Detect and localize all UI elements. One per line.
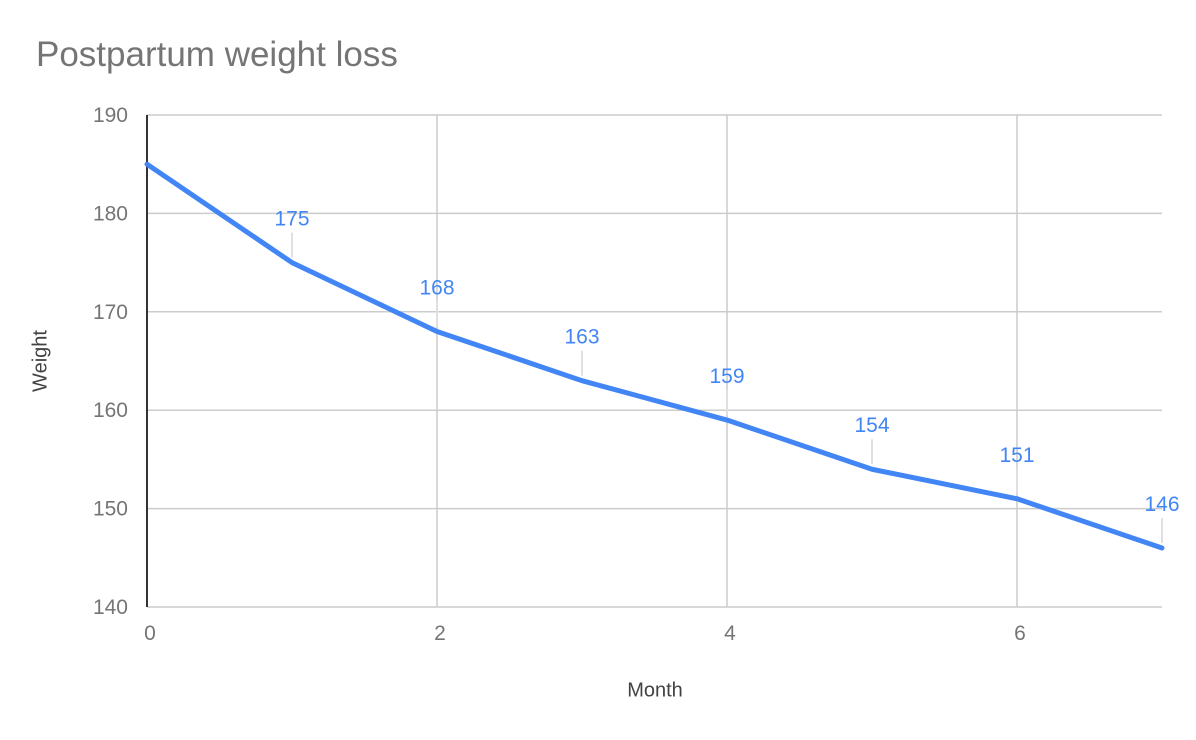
x-tick-label: 6	[1014, 622, 1026, 645]
y-tick-label: 190	[93, 104, 128, 127]
data-label: 175	[274, 208, 309, 231]
y-tick-label: 150	[93, 498, 128, 521]
chart-title: Postpartum weight loss	[36, 35, 398, 74]
data-label: 168	[419, 276, 454, 299]
x-tick-label: 0	[144, 622, 156, 645]
y-tick-label: 170	[93, 301, 128, 324]
data-label: 154	[854, 414, 889, 437]
y-tick-label: 140	[93, 596, 128, 619]
series-line	[144, 161, 1165, 551]
data-label: 159	[709, 365, 744, 388]
y-tick-label: 160	[93, 399, 128, 422]
x-axis-title: Month	[627, 679, 683, 702]
data-label: 151	[999, 444, 1034, 467]
data-label: 146	[1144, 493, 1179, 516]
y-tick-label: 180	[93, 202, 128, 225]
x-tick-label: 4	[724, 622, 736, 645]
data-label: 163	[564, 326, 599, 349]
x-tick-label: 2	[434, 622, 446, 645]
